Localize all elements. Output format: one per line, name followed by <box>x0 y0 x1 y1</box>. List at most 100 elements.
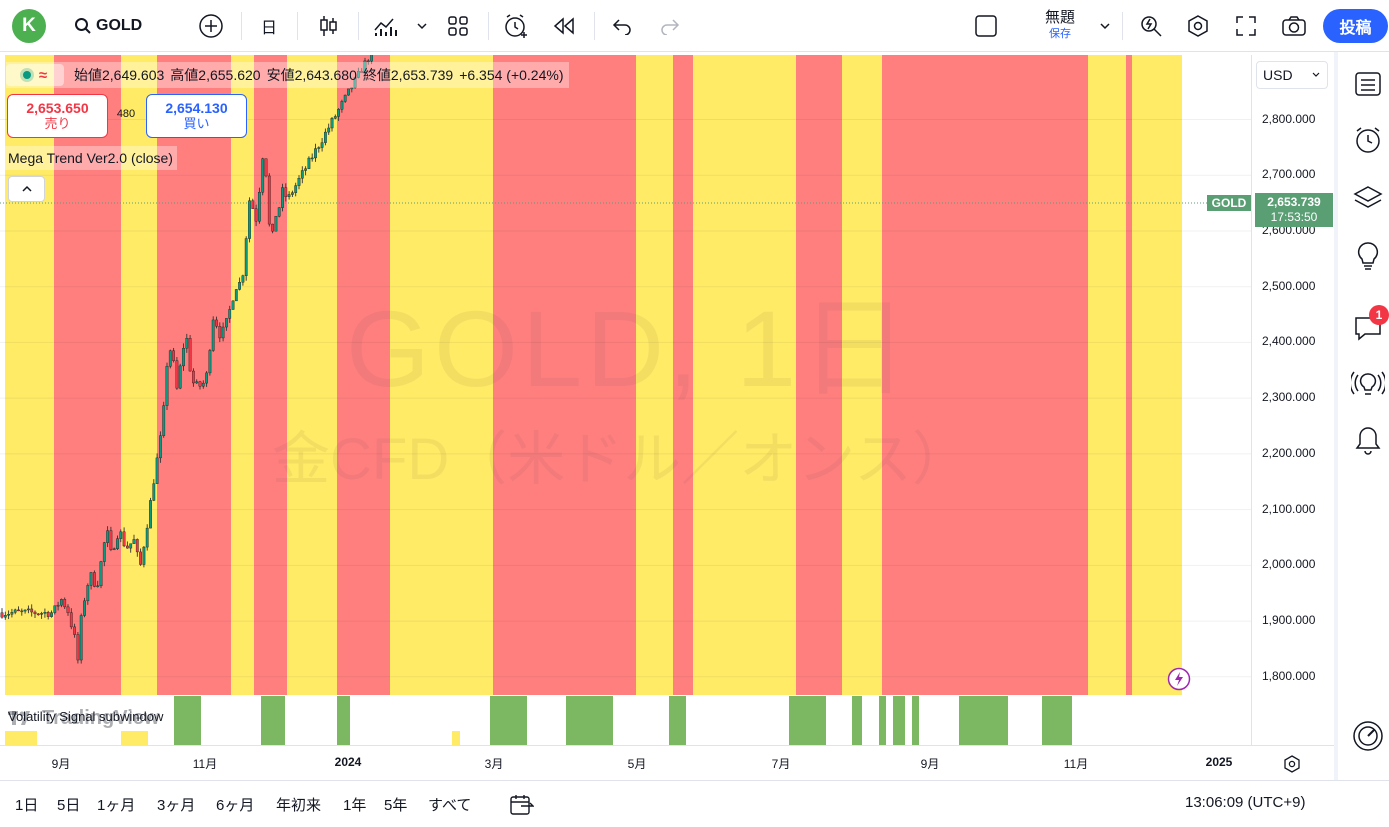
candle <box>86 585 90 602</box>
range-button[interactable]: 年初来 <box>276 797 322 814</box>
candle <box>36 613 40 616</box>
candle <box>241 275 245 283</box>
range-button[interactable]: 1ヶ月 <box>97 797 136 814</box>
settings-button[interactable] <box>1180 8 1216 44</box>
fullscreen-icon <box>1236 16 1256 36</box>
range-button[interactable]: 6ヶ月 <box>216 797 255 814</box>
candle <box>238 282 241 290</box>
candle <box>304 168 307 171</box>
interval-button[interactable]: 日 <box>260 20 277 37</box>
tradingview-logo: TradingView <box>8 707 159 730</box>
notification-badge: 1 <box>1369 305 1389 325</box>
signal-green-block <box>566 696 613 745</box>
price-tick-label: 2,700.000 <box>1262 167 1316 182</box>
price-tick-label: 2,500.000 <box>1262 278 1316 293</box>
candle <box>254 208 258 222</box>
streams-button[interactable] <box>1350 366 1386 402</box>
collapse-legend-button[interactable] <box>8 176 45 202</box>
time-axis[interactable]: 9月 11月 2024 3月 5月 7月 9月 11月 2025 <box>0 745 1334 781</box>
candle <box>350 87 354 90</box>
alert-button[interactable] <box>498 8 534 44</box>
hexagon-gear-icon <box>1188 15 1208 37</box>
candle <box>13 609 17 613</box>
alerts-button[interactable] <box>1350 122 1386 158</box>
buy-button[interactable]: 2,654.130 買い <box>146 94 247 138</box>
candle <box>76 634 80 661</box>
quick-search-button[interactable] <box>1133 8 1169 44</box>
range-button[interactable]: 5日 <box>57 797 81 814</box>
range-button[interactable]: 5年 <box>384 797 408 814</box>
candle <box>231 300 235 310</box>
trend-band <box>287 55 337 695</box>
time-tick-label: 7月 <box>771 757 791 771</box>
layout-dropdown[interactable] <box>1095 8 1115 44</box>
select-layout-button[interactable] <box>968 8 1004 44</box>
candle <box>125 545 129 549</box>
range-button[interactable]: 3ヶ月 <box>157 797 196 814</box>
candle <box>149 500 152 529</box>
price-chart[interactable] <box>0 55 1251 695</box>
user-avatar[interactable]: K <box>12 9 46 43</box>
candle <box>3 615 7 618</box>
ideas-button[interactable] <box>1350 238 1386 274</box>
templates-button[interactable] <box>440 8 476 44</box>
clock-timezone[interactable]: 13:06:09 (UTC+9) <box>1185 794 1306 811</box>
candle <box>261 158 265 193</box>
candle <box>66 606 70 613</box>
indicators-button[interactable] <box>368 8 404 44</box>
candle <box>60 599 63 606</box>
price-axis[interactable]: 2,800.000 2,700.000 2,600.000 2,500.000 2,40… <box>1251 55 1335 745</box>
low-label: 安値 <box>266 67 295 83</box>
candle <box>366 60 370 63</box>
bottom-toolbar: 1日 5日 1ヶ月 3ヶ月 6ヶ月 年初来 1年 5年 すべて 13:06:09 (UTC+9) <box>0 780 1389 827</box>
currency-select[interactable]: USD <box>1256 61 1328 89</box>
indicators-dropdown[interactable] <box>412 8 432 44</box>
symbol-search-button[interactable]: GOLD <box>74 8 164 44</box>
candle <box>248 200 251 239</box>
volatility-subwindow[interactable] <box>0 695 1251 745</box>
divider <box>488 12 489 40</box>
notifications-button[interactable] <box>1350 422 1386 458</box>
candle <box>135 539 139 553</box>
trend-band <box>693 55 796 695</box>
speedometer-icon <box>1353 721 1383 751</box>
lightning-icon[interactable] <box>1167 667 1191 691</box>
post-idea-button[interactable]: 投稿 <box>1323 9 1388 43</box>
trend-band <box>5 55 54 695</box>
signal-green-block <box>337 696 350 745</box>
candle <box>281 187 284 208</box>
layout-name-button[interactable]: 無題 保存 <box>1020 8 1100 44</box>
sell-button[interactable]: 2,653.650 売り <box>7 94 108 138</box>
compare-symbol-button[interactable] <box>193 8 229 44</box>
rewind-icon <box>553 17 574 35</box>
candle <box>234 289 238 302</box>
fullscreen-button[interactable] <box>1228 8 1264 44</box>
watchlist-button[interactable] <box>1350 66 1386 102</box>
undo-button[interactable] <box>604 8 640 44</box>
chart-type-button[interactable] <box>310 8 346 44</box>
candle <box>188 338 192 372</box>
axis-settings-button[interactable] <box>1282 754 1302 774</box>
price-tick-label: 2,300.000 <box>1262 390 1316 405</box>
chevron-down-icon <box>417 23 427 30</box>
snapshot-button[interactable] <box>1276 8 1312 44</box>
redo-button[interactable] <box>652 8 688 44</box>
candle <box>83 600 86 616</box>
replay-button[interactable] <box>546 8 582 44</box>
candle <box>320 142 324 148</box>
object-tree-button[interactable] <box>1350 180 1386 216</box>
sell-price: 2,653.650 <box>26 100 89 116</box>
bar-countdown: 17:53:50 <box>1270 210 1318 224</box>
indicator-legend[interactable]: Mega Trend Ver2.0 (close) <box>4 146 177 170</box>
dom-button[interactable] <box>1350 718 1386 754</box>
market-open-dot <box>22 71 31 79</box>
undo-icon <box>612 19 631 35</box>
last-price-value: 2,653.739 <box>1267 195 1321 209</box>
candle <box>330 118 334 129</box>
goto-date-button[interactable] <box>508 793 534 817</box>
market-status[interactable]: ≈ <box>6 64 64 86</box>
range-button[interactable]: 1日 <box>15 797 39 814</box>
range-button[interactable]: 1年 <box>343 797 367 814</box>
range-button[interactable]: すべて <box>428 797 472 814</box>
hexagon-gear-icon <box>1284 755 1300 773</box>
